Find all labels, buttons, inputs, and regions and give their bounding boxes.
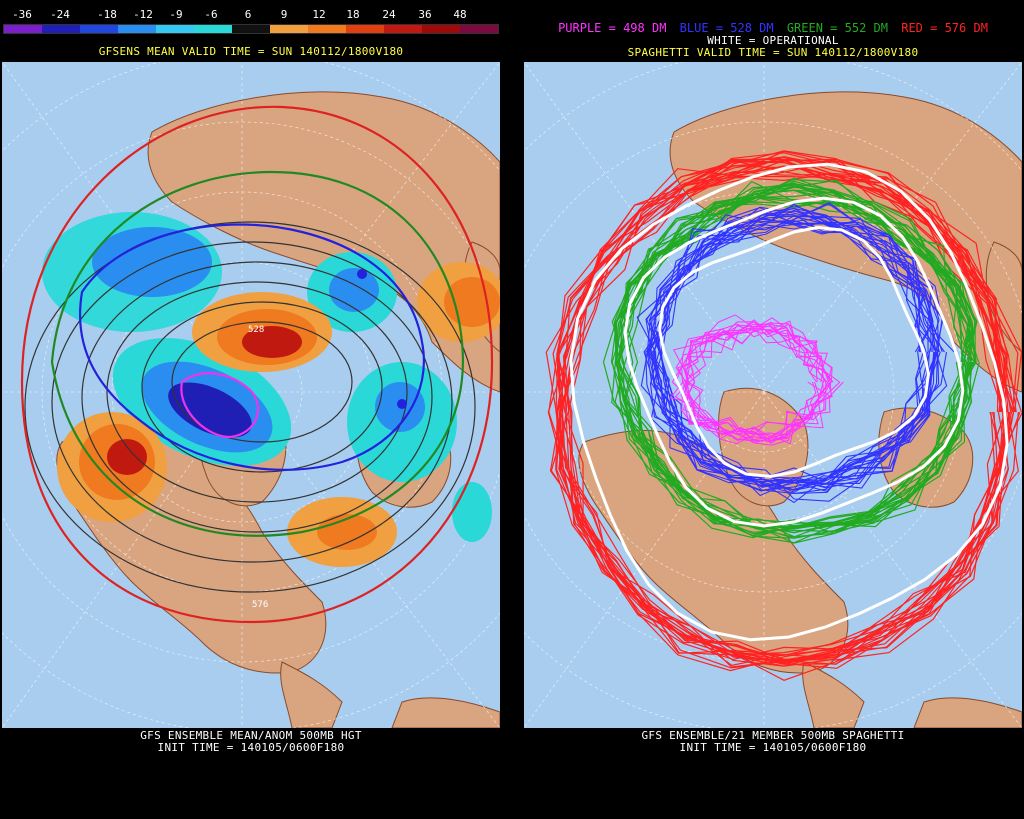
spaghetti-member-contour [681, 320, 840, 440]
spaghetti-panel: PURPLE = 498 DM BLUE = 528 DM GREEN = 55… [522, 0, 1024, 819]
colorbar-label: -24 [50, 8, 70, 21]
colorbar-swatch [118, 25, 156, 33]
spaghetti-member-contour [653, 201, 945, 489]
land-south-america [391, 697, 500, 728]
spaghetti-map [524, 62, 1022, 728]
colorbar-label: 36 [418, 8, 432, 21]
spaghetti-member-contour [615, 182, 975, 528]
spaghetti-member-contour [556, 150, 1022, 661]
spaghetti-member-contour [557, 156, 1022, 669]
colorbar-swatch [346, 25, 384, 33]
ensemble-mean-map-svg: 528 576 [2, 62, 500, 728]
spaghetti-member-contour [650, 223, 938, 485]
colorbar-label: 24 [382, 8, 396, 21]
spaghetti-member-contour [552, 152, 1010, 656]
colorbar-swatch [384, 25, 422, 33]
spaghetti-member-contour [671, 314, 831, 445]
anomaly-shading [42, 212, 500, 567]
colorbar-swatch [270, 25, 308, 33]
colorbar-swatch [460, 25, 498, 33]
spaghetti-member-contour [648, 215, 948, 502]
colorbar-swatch [42, 25, 80, 33]
right-bottom-title-2: INIT TIME = 140105/0600F180 [679, 741, 867, 754]
spaghetti-member-contour [550, 175, 1014, 681]
spaghetti-member-contour [646, 207, 932, 479]
land-central-america [280, 661, 343, 728]
legend-green: GREEN = 552 DM [786, 21, 888, 35]
spaghetti-member-contour [555, 159, 1010, 656]
ensemble-mean-map: 528 576 [2, 62, 500, 728]
operational-contour [658, 225, 930, 479]
land-central-america [802, 661, 865, 728]
colorbar-label: -36 [12, 8, 32, 21]
colorbar-swatch [156, 25, 194, 33]
colorbar-label: 9 [280, 8, 288, 21]
spaghetti-member-contour [685, 322, 844, 445]
land-asia [147, 91, 500, 393]
right-bottom-title-1: GFS ENSEMBLE/21 MEMBER 500MB SPAGHETTI [641, 729, 905, 742]
colorbar-label: -18 [97, 8, 117, 21]
contour-label: 576 [252, 600, 268, 610]
contour-label: 528 [248, 325, 264, 335]
spaghetti-member-contour [636, 205, 943, 485]
operational-contour [623, 196, 965, 528]
low-center-marker [357, 269, 367, 279]
spaghetti-member-contour [555, 172, 1019, 661]
legend-blue: BLUE = 528 DM [679, 21, 774, 35]
spaghetti-member-contour [548, 159, 1002, 657]
spaghetti-member-contour [545, 161, 1012, 672]
spaghetti-member-contour [617, 196, 976, 539]
colorbar-labels: -36 -24 -18 -12 -9 -6 6 9 12 18 24 36 48 [0, 8, 502, 22]
colorbar-label: 48 [453, 8, 467, 21]
anomaly-colorbar [3, 24, 499, 34]
right-top-title: SPAGHETTI VALID TIME = SUN 140112/1800V1… [627, 46, 919, 59]
left-top-title: GFSENS MEAN VALID TIME = SUN 140112/1800… [98, 45, 404, 58]
spaghetti-member-contour [674, 324, 825, 442]
colorbar-swatch [308, 25, 346, 33]
spaghetti-legend: PURPLE = 498 DM BLUE = 528 DM GREEN = 55… [522, 21, 1024, 35]
spaghetti-member-contour [645, 218, 937, 495]
spaghetti-member-contour [683, 329, 832, 446]
legend-red: RED = 576 DM [901, 21, 988, 35]
spaghetti-member-contour [650, 206, 939, 492]
spaghetti-member-contour [640, 207, 931, 504]
spaghetti-member-contour [611, 180, 967, 535]
colorbar-swatch [194, 25, 232, 33]
colorbar-swatch [4, 25, 42, 33]
colorbar-label: 6 [244, 8, 252, 21]
left-bottom-title-1: GFS ENSEMBLE MEAN/ANOM 500MB HGT [140, 729, 362, 742]
colorbar-label: -6 [204, 8, 218, 21]
height-contours [24, 221, 476, 593]
colorbar-swatch [232, 25, 270, 33]
land-africa-edge [985, 241, 1022, 353]
colorbar-swatch [422, 25, 460, 33]
colorbar-label: 18 [346, 8, 360, 21]
operational-contour [569, 162, 1009, 642]
colorbar-label: 12 [312, 8, 326, 21]
colorbar-label: -9 [169, 8, 183, 21]
panel-divider [502, 0, 522, 819]
legend-purple: PURPLE = 498 DM [558, 21, 667, 35]
key-contours [20, 105, 494, 624]
spaghetti-contours [545, 150, 1022, 681]
left-bottom-title-2: INIT TIME = 140105/0600F180 [157, 741, 345, 754]
spaghetti-map-svg [524, 62, 1022, 728]
low-center-marker [397, 399, 407, 409]
ensemble-mean-panel: -36 -24 -18 -12 -9 -6 6 9 12 18 24 36 48… [0, 0, 502, 819]
colorbar-label: -12 [133, 8, 153, 21]
legend-operational: WHITE = OPERATIONAL [707, 34, 839, 47]
colorbar-swatch [80, 25, 118, 33]
land-south-america [913, 697, 1022, 728]
